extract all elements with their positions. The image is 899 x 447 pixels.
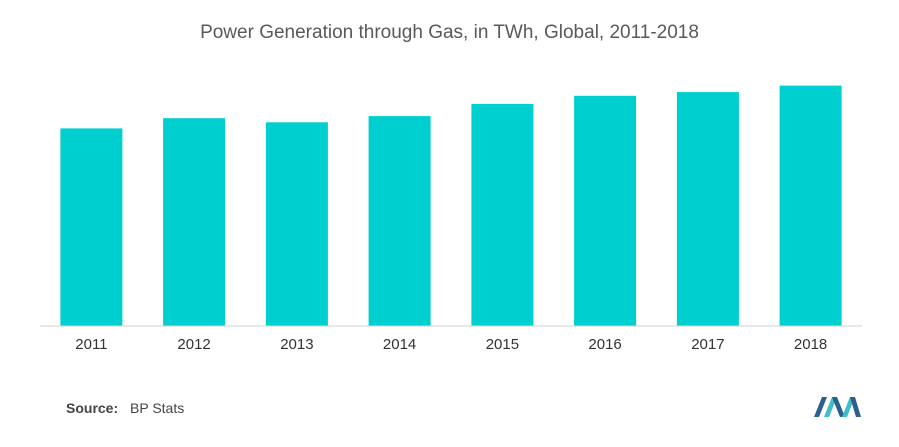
x-tick-label-2014: 2014 — [383, 336, 416, 353]
x-tick-label-2011: 2011 — [75, 336, 107, 353]
mordor-intelligence-logo — [814, 397, 861, 417]
x-tick-label-2015: 2015 — [486, 336, 519, 353]
x-tick-labels: 2011 2012 2013 2014 2015 2016 2017 2018 — [75, 336, 827, 353]
bar-2016 — [574, 95, 637, 326]
bar-2018 — [779, 85, 842, 326]
bar-2013 — [265, 122, 328, 327]
x-tick-label-2012: 2012 — [177, 336, 210, 353]
x-tick-label-2018: 2018 — [794, 336, 827, 353]
bar-2012 — [163, 118, 226, 326]
bars-group — [60, 85, 842, 327]
bar-2015 — [471, 103, 534, 327]
x-tick-label-2017: 2017 — [691, 336, 724, 353]
source-label: Source: — [66, 400, 119, 416]
x-tick-label-2013: 2013 — [280, 336, 313, 353]
bar-2014 — [368, 116, 431, 326]
source-value: BP Stats — [130, 400, 185, 416]
bar-2017 — [676, 92, 739, 326]
bar-2011 — [60, 128, 123, 326]
chart-title: Power Generation through Gas, in TWh, Gl… — [200, 22, 699, 43]
x-tick-label-2016: 2016 — [588, 336, 621, 353]
source-note: Source: BP Stats — [66, 400, 184, 416]
